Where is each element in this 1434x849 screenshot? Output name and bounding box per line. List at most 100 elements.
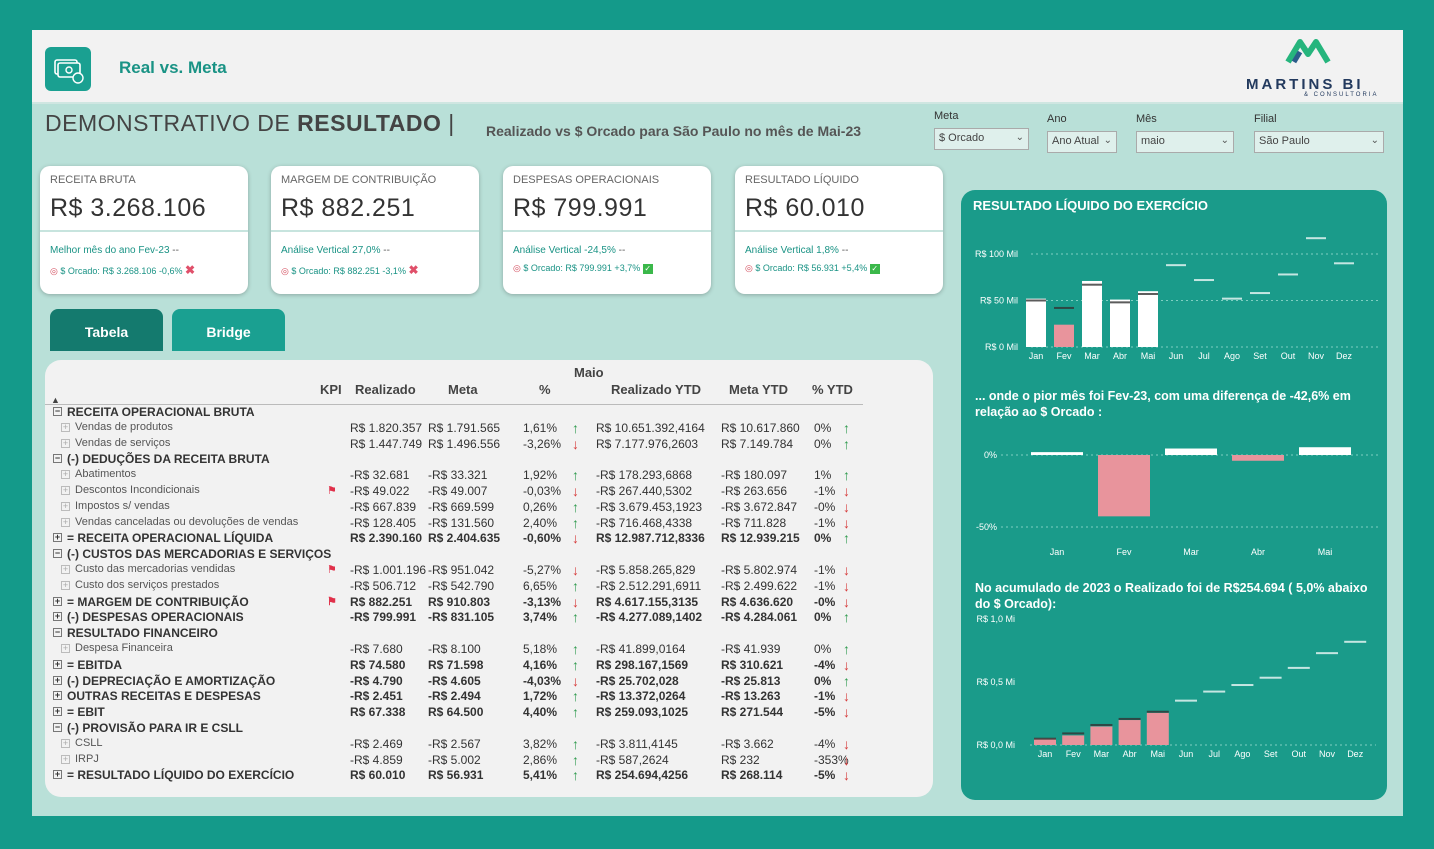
table-row[interactable]: + Custo das mercadorias vendidas ⚑ -R$ 1.00… <box>45 562 915 579</box>
expand-icon[interactable]: + <box>53 595 62 606</box>
accumulated-text: No acumulado de 2023 o Realizado foi de … <box>975 581 1368 611</box>
cell-pytd: -353% <box>814 752 849 767</box>
table-row[interactable]: + = RECEITA OPERACIONAL LÍQUIDA R$ 2.390.1… <box>45 530 915 547</box>
x-tick-label: Mai <box>1151 749 1166 759</box>
cell-mytd: R$ 271.544 <box>721 705 784 720</box>
col-header-realizado[interactable]: Realizado <box>355 382 416 397</box>
arrow-down-icon: ↓ <box>572 593 579 610</box>
table-row[interactable]: + = MARGEM DE CONTRIBUIÇÃO ⚑ R$ 882.251 R$ 9… <box>45 593 915 611</box>
expand-icon[interactable]: + <box>61 564 70 574</box>
cell-ytd: -R$ 178.293,6868 <box>596 468 693 483</box>
table-row[interactable]: + Vendas de serviços R$ 1.447.749 R$ 1.496.… <box>45 436 915 453</box>
x-tick-label: Jan <box>1038 749 1053 759</box>
dre-table: Maio KPI Realizado Meta % Realizado YTD … <box>45 360 933 797</box>
cell-meta: -R$ 831.105 <box>428 610 495 625</box>
filter-ano-select[interactable]: Ano Atual ⌄ <box>1047 131 1117 153</box>
table-row[interactable]: + Impostos s/ vendas -R$ 667.839 -R$ 669.59… <box>45 499 915 516</box>
cell-meta: -R$ 49.007 <box>428 484 488 498</box>
table-row[interactable]: + Custo dos serviços prestados -R$ 506.712… <box>45 578 915 595</box>
tab-tabela[interactable]: Tabela <box>50 309 163 351</box>
expand-icon[interactable]: + <box>61 516 70 527</box>
table-row[interactable]: + (-) DESPESAS OPERACIONAIS -R$ 799.991 -R$… <box>45 609 915 626</box>
cell-real: -R$ 49.022 <box>350 484 410 498</box>
cell-ytd: -R$ 3.811,4145 <box>596 736 678 751</box>
table-row[interactable]: + Despesa Financeira -R$ 7.680 -R$ 8.100 5,1… <box>45 641 915 658</box>
collapse-icon[interactable]: − <box>53 453 62 464</box>
y-tick-label: -50% <box>976 522 997 532</box>
filter-mes-label: Mês <box>1136 113 1157 125</box>
expand-icon[interactable]: + <box>53 706 62 717</box>
collapse-icon[interactable]: − <box>53 627 62 638</box>
kpi-title: DESPESAS OPERACIONAIS <box>513 174 660 186</box>
col-header-meta-ytd[interactable]: Meta YTD <box>729 382 788 397</box>
cell-pct: 0,26% <box>523 499 558 514</box>
row-label: (-) DEDUÇÕES DA RECEITA BRUTA <box>67 452 270 467</box>
cell-mytd: R$ 4.636.620 <box>721 594 794 609</box>
expand-icon[interactable]: + <box>61 469 70 480</box>
table-row[interactable]: − (-) DEDUÇÕES DA RECEITA BRUTA <box>45 452 915 468</box>
cell-pytd: -1% <box>814 578 836 593</box>
table-row[interactable]: + Descontos Incondicionais ⚑ -R$ 49.022 -R$ … <box>45 483 915 500</box>
table-row[interactable]: + Vendas canceladas ou devoluções de vend… <box>45 515 915 532</box>
cell-meta: R$ 71.598 <box>428 657 484 672</box>
expand-icon[interactable]: + <box>53 769 62 780</box>
table-row[interactable]: + = RESULTADO LÍQUIDO DO EXERCÍCIO R$ 60.0… <box>45 767 915 784</box>
divider <box>40 230 248 232</box>
tab-bridge[interactable]: Bridge <box>172 309 285 351</box>
filter-mes-select[interactable]: maio ⌄ <box>1136 131 1234 153</box>
expand-icon[interactable]: + <box>53 690 62 701</box>
bar-accumulated <box>1090 726 1113 745</box>
meta-marker <box>1222 297 1242 300</box>
expand-icon[interactable]: + <box>53 611 62 622</box>
arrow-up-icon: ↑ <box>843 419 850 436</box>
table-row[interactable]: + = EBITDA R$ 74.580 R$ 71.598 4,16% R$ 298.1… <box>45 657 915 674</box>
table-row[interactable]: + Vendas de produtos R$ 1.820.357 R$ 1.791.… <box>45 419 915 437</box>
table-row[interactable]: − (-) PROVISÃO PARA IR E CSLL <box>45 721 915 737</box>
collapse-icon[interactable]: − <box>53 548 62 559</box>
expand-icon[interactable]: + <box>61 643 70 653</box>
table-row[interactable]: − RESULTADO FINANCEIRO <box>45 626 915 642</box>
expand-icon[interactable]: + <box>61 737 70 748</box>
col-header-pct[interactable]: % <box>539 382 551 397</box>
table-row[interactable]: + Abatimentos -R$ 32.681 -R$ 33.321 1,92% -R$… <box>45 467 915 484</box>
kpi-value: R$ 882.251 <box>281 194 416 222</box>
cell-mytd: R$ 268.114 <box>721 768 783 783</box>
col-header-pct-ytd[interactable]: % YTD <box>812 382 853 397</box>
table-row[interactable]: + CSLL -R$ 2.469 -R$ 2.567 3,82% -R$ 3.811,41… <box>45 736 915 753</box>
cell-pytd: -5% <box>814 705 836 720</box>
cell-pytd: 0% <box>814 531 832 546</box>
table-row[interactable]: + IRPJ -R$ 4.859 -R$ 5.002 2,86% -R$ 587,2624… <box>45 752 915 769</box>
cell-meta: R$ 1.791.565 <box>428 420 501 435</box>
table-row[interactable]: − (-) CUSTOS DAS MERCADORIAS E SERVIÇOS <box>45 547 915 563</box>
filter-filial-select[interactable]: São Paulo ⌄ <box>1254 131 1384 153</box>
sort-up-icon[interactable]: ▲ <box>51 395 60 405</box>
filter-meta-select[interactable]: $ Orcado ⌄ <box>934 128 1029 150</box>
expand-icon[interactable]: + <box>61 753 70 764</box>
x-tick-label: Set <box>1264 749 1278 759</box>
cell-real: -R$ 2.469 <box>350 736 403 751</box>
expand-icon[interactable]: + <box>53 532 62 543</box>
cell-pytd: -1% <box>814 689 836 704</box>
y-tick-label: R$ 100 Mil <box>975 249 1018 259</box>
expand-icon[interactable]: + <box>53 658 62 669</box>
expand-icon[interactable]: + <box>61 500 70 511</box>
col-header-realizado-ytd[interactable]: Realizado YTD <box>611 382 702 397</box>
table-row[interactable]: + OUTRAS RECEITAS E DESPESAS -R$ 2.451 -R$ … <box>45 688 915 705</box>
expand-icon[interactable]: + <box>61 485 70 495</box>
col-header-meta[interactable]: Meta <box>448 382 478 397</box>
table-row[interactable]: − RECEITA OPERACIONAL BRUTA <box>45 405 915 421</box>
monthly-result-chart: R$ 0 Mil R$ 50 Mil R$ 100 Mil Jan Fev Mar Abr M… <box>975 237 1381 361</box>
cell-real: R$ 60.010 <box>350 768 406 783</box>
cell-pct: 3,82% <box>523 736 558 751</box>
cell-mytd: -R$ 3.662 <box>721 736 774 751</box>
expand-icon[interactable]: + <box>53 674 62 685</box>
expand-icon[interactable]: + <box>61 437 70 448</box>
expand-icon[interactable]: + <box>61 421 70 432</box>
expand-icon[interactable]: + <box>61 579 70 590</box>
cell-ytd: R$ 4.617.155,3135 <box>596 594 699 609</box>
collapse-icon[interactable]: − <box>53 406 62 416</box>
table-row[interactable]: + (-) DEPRECIAÇÃO E AMORTIZAÇÃO -R$ 4.790 -… <box>45 673 915 690</box>
table-row[interactable]: + = EBIT R$ 67.338 R$ 64.500 4,40% R$ 259.093… <box>45 704 915 721</box>
col-header-kpi[interactable]: KPI <box>320 382 342 397</box>
collapse-icon[interactable]: − <box>53 722 62 732</box>
